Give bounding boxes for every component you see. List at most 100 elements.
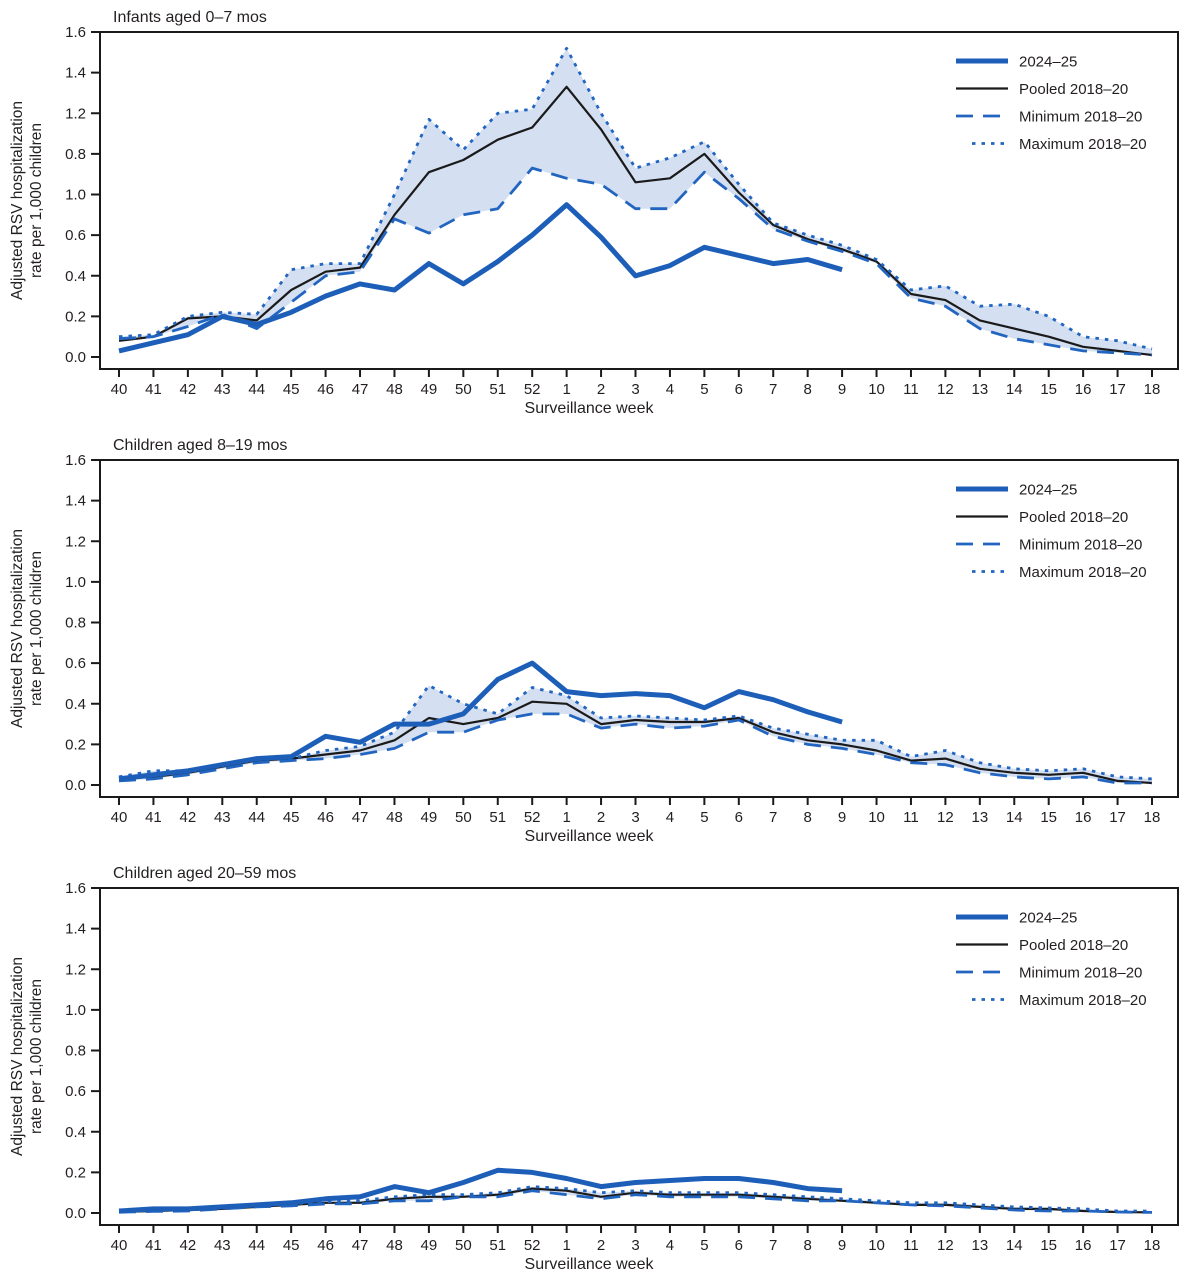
y-tick-label: 0.0 (65, 349, 86, 366)
legend-item-pooled-2018-20: Pooled 2018–20 (956, 937, 1128, 954)
x-tick-label: 15 (1040, 381, 1057, 398)
y-tick-label: 1.0 (65, 187, 86, 204)
series-line-pooled-2018-20 (118, 85, 1153, 357)
x-tick-label: 45 (283, 809, 300, 826)
y-tick-label: 0.8 (65, 615, 86, 632)
x-tick-label: 41 (145, 1237, 162, 1254)
x-tick-label: 9 (838, 1237, 846, 1254)
chart-panel-children-aged-20-59-mos: Children aged 20–59 mos 0.0 0.2 0.4 0.6 0.8 1.… (9, 865, 1179, 1269)
x-tick-label: 18 (1144, 1237, 1161, 1254)
legend-label: Minimum 2018–20 (1019, 965, 1142, 982)
x-tick-label: 4 (666, 1237, 674, 1254)
y-tick-label: 0.4 (65, 696, 86, 713)
panel-title: Children aged 20–59 mos (113, 865, 296, 882)
x-tick-label: 6 (735, 809, 743, 826)
plot-frame (99, 887, 1179, 1226)
x-tick-label: 17 (1109, 809, 1126, 826)
y-axis: 0.0 0.2 0.4 0.6 0.8 1.0 1.2 1.4 1.6 (65, 880, 100, 1222)
x-tick-label: 51 (489, 381, 506, 398)
y-tick-label: 0.6 (65, 655, 86, 672)
x-axis: 40 41 42 43 44 45 46 47 48 49 50 51 52 1 2 3 4 5 6 7 8 9 10 11 1… (111, 1225, 1161, 1254)
x-tick-label: 2 (597, 809, 605, 826)
x-tick-label: 12 (937, 381, 954, 398)
y-axis-title-line1: Adjusted RSV hospitalization (9, 957, 26, 1156)
x-tick-label: 15 (1040, 809, 1057, 826)
x-tick-label: 17 (1109, 381, 1126, 398)
x-tick-label: 52 (524, 1237, 541, 1254)
x-tick-label: 11 (903, 381, 919, 398)
x-tick-label: 15 (1040, 1237, 1057, 1254)
legend-label: Minimum 2018–20 (1019, 109, 1142, 126)
x-tick-label: 5 (700, 1237, 708, 1254)
x-tick-label: 45 (283, 381, 300, 398)
series-line-maximum-2018-20 (118, 46, 1153, 351)
x-tick-label: 9 (838, 381, 846, 398)
legend-item-minimum-2018-20: Minimum 2018–20 (956, 537, 1142, 554)
legend: 2024–25 Pooled 2018–20 Minimum 2018–20 Maxi… (956, 54, 1147, 153)
x-tick-label: 40 (111, 809, 128, 826)
panel-title: Infants aged 0–7 mos (113, 9, 267, 26)
x-tick-label: 42 (180, 381, 197, 398)
x-tick-label: 16 (1075, 381, 1092, 398)
x-axis-title: Surveillance week (525, 828, 655, 845)
x-tick-label: 43 (214, 381, 231, 398)
y-axis-title-line2: rate per 1,000 children (28, 123, 45, 278)
legend: 2024–25 Pooled 2018–20 Minimum 2018–20 Maxi… (956, 910, 1147, 1009)
x-tick-label: 50 (455, 809, 472, 826)
legend-label: Maximum 2018–20 (1019, 136, 1147, 153)
x-tick-label: 51 (489, 809, 506, 826)
series-line-2024-25 (118, 202, 843, 354)
plot-frame (99, 31, 1179, 370)
x-tick-label: 18 (1144, 809, 1161, 826)
series-line-minimum-2018-20 (118, 166, 1153, 357)
y-tick-label: 1.6 (65, 24, 86, 41)
x-tick-label: 16 (1075, 1237, 1092, 1254)
y-tick-label: 0.8 (65, 146, 86, 163)
x-tick-label: 52 (524, 381, 541, 398)
x-tick-label: 42 (180, 809, 197, 826)
y-tick-label: 1.4 (65, 921, 86, 938)
legend-label: 2024–25 (1019, 910, 1077, 927)
x-tick-label: 2 (597, 1237, 605, 1254)
legend-item-2024-25: 2024–25 (956, 482, 1077, 499)
x-tick-label: 10 (868, 809, 885, 826)
legend-item-2024-25: 2024–25 (956, 910, 1077, 927)
x-tick-label: 48 (386, 381, 403, 398)
x-tick-label: 5 (700, 381, 708, 398)
x-tick-label: 52 (524, 809, 541, 826)
x-tick-label: 40 (111, 381, 128, 398)
x-tick-label: 5 (700, 809, 708, 826)
series-line-2024-25 (118, 660, 843, 782)
x-axis: 40 41 42 43 44 45 46 47 48 49 50 51 52 1 2 3 4 5 6 7 8 9 10 11 1… (111, 797, 1161, 826)
x-tick-label: 7 (769, 381, 777, 398)
y-axis-title-line2: rate per 1,000 children (28, 551, 45, 706)
y-tick-label: 0.0 (65, 1205, 86, 1222)
x-tick-label: 45 (283, 1237, 300, 1254)
x-tick-label: 11 (903, 809, 919, 826)
legend-label: 2024–25 (1019, 54, 1077, 71)
legend-item-pooled-2018-20: Pooled 2018–20 (956, 509, 1128, 526)
x-tick-label: 11 (903, 1237, 919, 1254)
x-tick-label: 50 (455, 1237, 472, 1254)
legend-item-maximum-2018-20: Maximum 2018–20 (972, 136, 1147, 153)
x-tick-label: 8 (803, 381, 811, 398)
chart-panel-children-aged-8-19-mos: Children aged 8–19 mos 0.0 0.2 0.4 0.6 0.8 1.0… (9, 437, 1179, 845)
y-tick-label: 0.2 (65, 736, 86, 753)
x-tick-label: 13 (971, 1237, 988, 1254)
y-tick-label: 1.6 (65, 452, 86, 469)
legend-label: Maximum 2018–20 (1019, 564, 1147, 581)
legend-item-maximum-2018-20: Maximum 2018–20 (972, 992, 1147, 1009)
legend-item-minimum-2018-20: Minimum 2018–20 (956, 109, 1142, 126)
x-tick-label: 8 (803, 809, 811, 826)
y-axis-title-line2: rate per 1,000 children (28, 979, 45, 1134)
minmax-band (119, 685, 1152, 783)
x-tick-label: 46 (317, 1237, 334, 1254)
x-tick-label: 49 (421, 809, 438, 826)
x-tick-label: 14 (1006, 809, 1023, 826)
legend-label: Minimum 2018–20 (1019, 537, 1142, 554)
y-tick-label: 0.4 (65, 268, 86, 285)
x-tick-label: 10 (868, 1237, 885, 1254)
x-tick-label: 41 (145, 381, 162, 398)
legend-label: Pooled 2018–20 (1019, 81, 1128, 98)
